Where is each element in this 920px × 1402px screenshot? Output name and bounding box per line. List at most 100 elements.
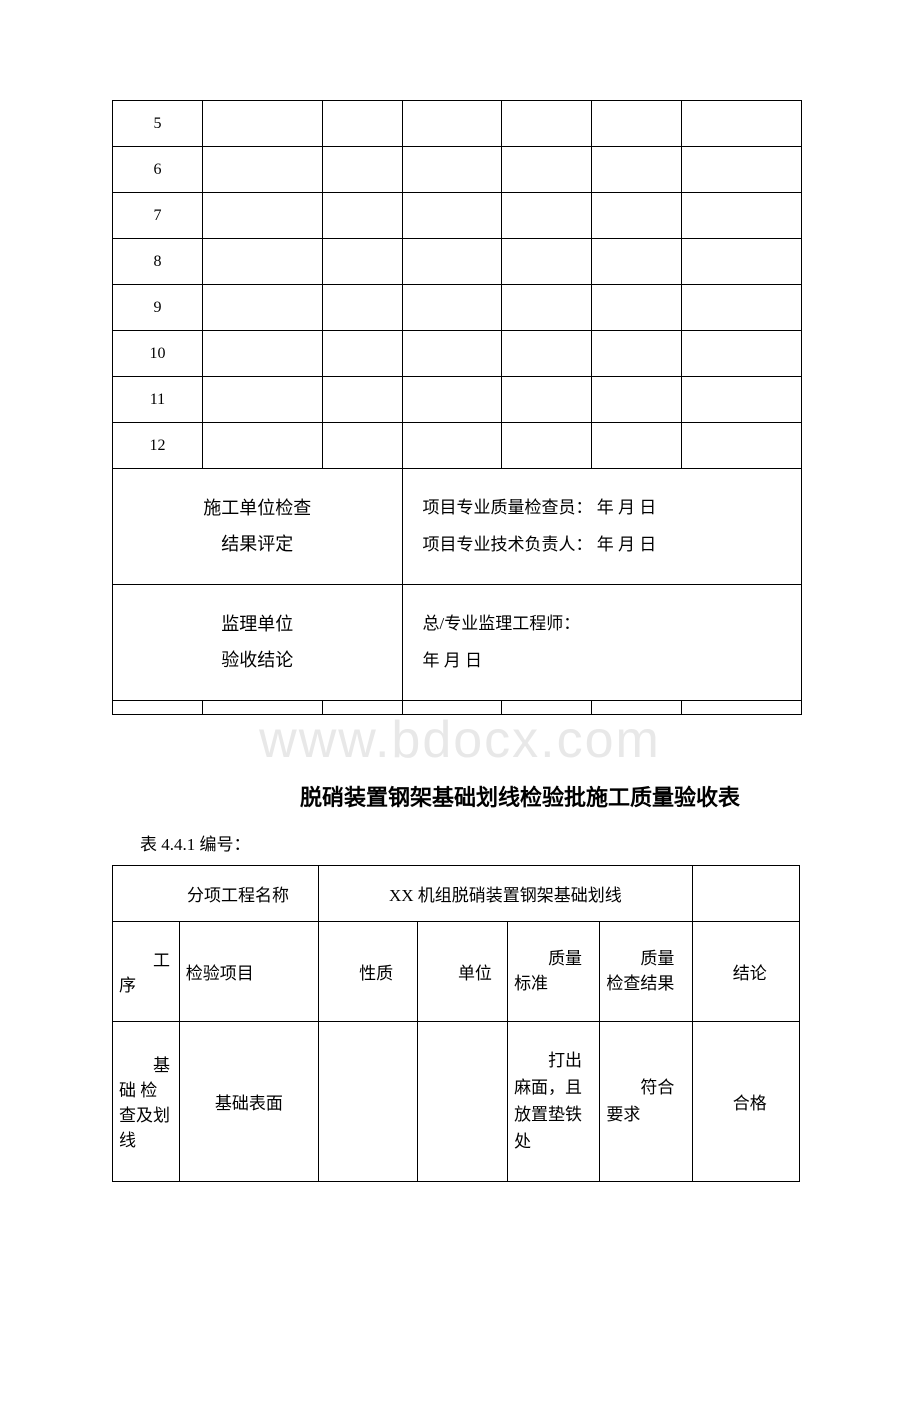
cell [402,331,502,377]
cell [502,377,592,423]
label-line1: 施工单位检查 [203,498,311,518]
header-quality-result: 质量检查结果 [600,921,692,1021]
cell [592,423,682,469]
cell [592,331,682,377]
header-nature: 性质 [319,921,418,1021]
table-upper: 5 6 7 8 [112,100,802,715]
header-row: 工序 检验项目 性质 单位 质量标准 质量检查结果 结论 [113,921,800,1021]
cell [502,700,592,714]
table-row [113,700,802,714]
data-nature [319,1021,418,1181]
cell [592,147,682,193]
cell [692,865,799,921]
cell [682,331,802,377]
cell [202,147,322,193]
cell [402,239,502,285]
cell [402,147,502,193]
cell [322,101,402,147]
table-row: 5 [113,101,802,147]
cell [402,193,502,239]
cell [592,285,682,331]
cell [322,423,402,469]
header-conclusion: 结论 [692,921,799,1021]
cell [682,285,802,331]
data-conclusion: 合格 [692,1021,799,1181]
cell [202,423,322,469]
table-row: 7 [113,193,802,239]
header-inspection-item: 检验项目 [179,921,318,1021]
cell [402,423,502,469]
label-line2: 结果评定 [221,534,293,554]
document-title: 脱硝装置钢架基础划线检验批施工质量验收表 [240,780,800,812]
cell [502,239,592,285]
cell [322,193,402,239]
table-row: 9 [113,285,802,331]
cell [592,700,682,714]
data-quality-standard: 打出麻面，且放置垫铁处 [508,1021,600,1181]
cell [592,239,682,285]
header-process: 工序 [113,921,180,1021]
cell [592,377,682,423]
supervision-label: 监理单位 验收结论 [113,584,403,700]
cell [682,423,802,469]
cell [592,193,682,239]
cell [502,193,592,239]
row-number: 12 [113,423,203,469]
supervision-row: 监理单位 验收结论 总/专业监理工程师： 年 月 日 [113,584,802,700]
cell [682,377,802,423]
header-unit: 单位 [417,921,507,1021]
cell [502,101,592,147]
supervision-value: 总/专业监理工程师： 年 月 日 [402,584,801,700]
cell [402,285,502,331]
cell [202,239,322,285]
label-line1: 监理单位 [221,614,293,634]
row-number: 10 [113,331,203,377]
cell [202,377,322,423]
cell [202,700,322,714]
row-number: 8 [113,239,203,285]
cell [682,101,802,147]
table-row: 8 [113,239,802,285]
cell [322,147,402,193]
construction-inspection-label: 施工单位检查 结果评定 [113,469,403,585]
inspector-line: 项目专业质量检查员： 年 月 日 [423,498,657,517]
cell [592,101,682,147]
project-name-label: 分项工程名称 [113,865,319,921]
cell [402,700,502,714]
cell [322,285,402,331]
cell [322,377,402,423]
responsible-line: 项目专业技术负责人： 年 月 日 [423,535,657,554]
data-unit [417,1021,507,1181]
cell [322,331,402,377]
table-row: 6 [113,147,802,193]
cell [502,423,592,469]
construction-inspection-row: 施工单位检查 结果评定 项目专业质量检查员： 年 月 日 项目专业技术负责人： … [113,469,802,585]
cell [682,193,802,239]
cell [502,285,592,331]
project-name-value: XX 机组脱硝装置钢架基础划线 [319,865,693,921]
row-number: 11 [113,377,203,423]
row-number: 9 [113,285,203,331]
data-inspection-item: 基础表面 [179,1021,318,1181]
table-number-label: 表 4.4.1 编号： [140,830,920,855]
cell [202,285,322,331]
header-quality-standard: 质量标准 [508,921,600,1021]
cell [502,331,592,377]
cell [682,147,802,193]
page-content: 5 6 7 8 [0,100,920,1182]
cell [202,193,322,239]
row-number: 5 [113,101,203,147]
table-row: 10 [113,331,802,377]
cell [202,331,322,377]
data-row: 基础 检查及划线 基础表面 打出麻面，且放置垫铁处 符合要求 合格 [113,1021,800,1181]
cell [402,101,502,147]
row-number: 7 [113,193,203,239]
data-process: 基础 检查及划线 [113,1021,180,1181]
cell [322,239,402,285]
cell [682,239,802,285]
construction-inspection-value: 项目专业质量检查员： 年 月 日 项目专业技术负责人： 年 月 日 [402,469,801,585]
project-name-row: 分项工程名称 XX 机组脱硝装置钢架基础划线 [113,865,800,921]
date-line: 年 月 日 [423,651,483,670]
cell [322,700,402,714]
engineer-line: 总/专业监理工程师： [423,614,581,633]
